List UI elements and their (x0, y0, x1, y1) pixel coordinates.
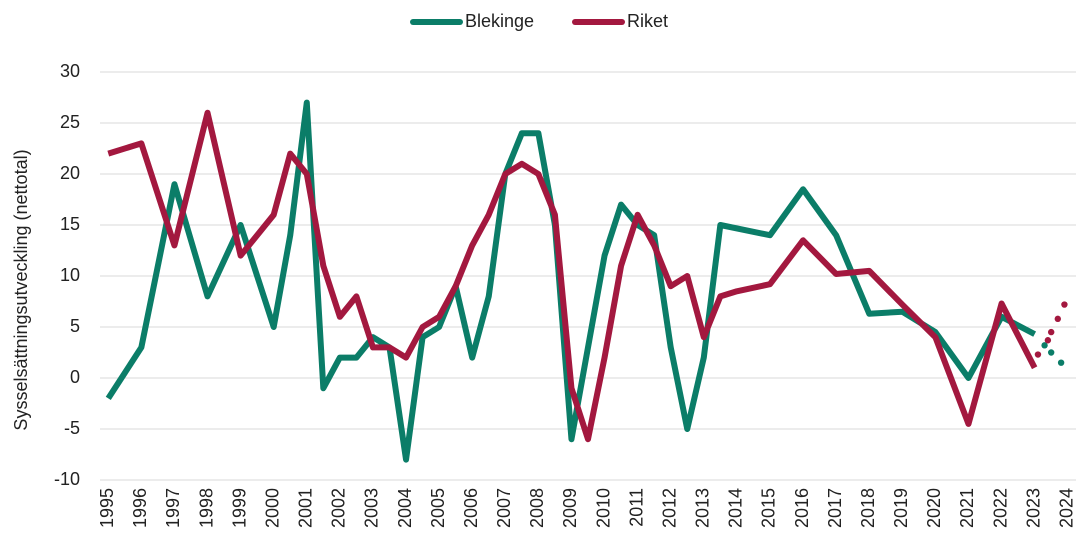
x-tick-label: 2021 (957, 488, 977, 528)
y-tick-label: -10 (54, 469, 80, 489)
x-tick-label: 2023 (1023, 488, 1043, 528)
legend-label: Riket (627, 11, 668, 31)
x-tick-label: 2008 (527, 488, 547, 528)
forecast-dot (1047, 328, 1055, 336)
x-tick-label: 2010 (593, 488, 613, 528)
x-tick-label: 2017 (825, 488, 845, 528)
y-tick-label: 25 (60, 112, 80, 132)
forecast-dot (1057, 359, 1065, 366)
x-tick-label: 1999 (229, 488, 249, 528)
forecast-dot (1047, 349, 1055, 356)
x-tick-label: 2007 (494, 488, 514, 528)
series-line (105, 99, 1037, 463)
series-line (107, 109, 1038, 443)
x-tick-label: 2000 (262, 488, 282, 528)
forecast-dot (1044, 337, 1052, 344)
x-tick-label: 2012 (659, 488, 679, 528)
x-tick-label: 2009 (560, 488, 580, 528)
x-tick-label: 2002 (329, 488, 349, 528)
x-tick-label: 1998 (196, 488, 216, 528)
x-tick-label: 1997 (163, 488, 183, 528)
x-tick-label: 2001 (296, 488, 316, 528)
x-tick-label: 1996 (130, 488, 150, 528)
x-tick-label: 2006 (461, 488, 481, 528)
x-tick-label: 2011 (626, 488, 646, 527)
forecast-dot (1054, 315, 1062, 323)
x-tick-label: 2004 (395, 488, 415, 528)
legend-label: Blekinge (465, 11, 534, 31)
forecast-dot (1061, 301, 1068, 308)
y-tick-label: -5 (64, 418, 80, 438)
x-tick-label: 2018 (858, 488, 878, 528)
x-tick-label: 2003 (362, 488, 382, 528)
y-tick-label: 20 (60, 163, 80, 183)
x-tick-label: 2020 (924, 488, 944, 528)
y-tick-label: 0 (70, 367, 80, 387)
x-tick-label: 2005 (428, 488, 448, 528)
y-tick-label: 10 (60, 265, 80, 285)
y-tick-label: 30 (60, 61, 80, 81)
y-tick-label: 5 (70, 316, 80, 336)
x-tick-label: 2016 (792, 488, 812, 528)
y-tick-label: 15 (60, 214, 80, 234)
x-tick-label: 2022 (990, 488, 1010, 528)
forecast-dot (1041, 342, 1048, 349)
x-tick-label: 1995 (97, 488, 117, 528)
x-tick-label: 2013 (693, 488, 713, 528)
y-axis-title: Sysselsättningsutveckling (nettotal) (11, 149, 31, 430)
x-tick-label: 2024 (1056, 488, 1076, 528)
forecast-dot (1034, 351, 1042, 358)
x-tick-label: 2014 (726, 488, 746, 528)
x-tick-label: 2015 (759, 488, 779, 528)
x-tick-label: 2019 (891, 488, 911, 528)
